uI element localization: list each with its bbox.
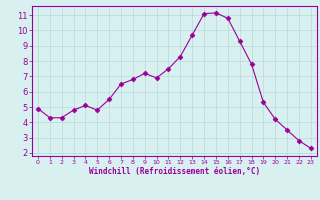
X-axis label: Windchill (Refroidissement éolien,°C): Windchill (Refroidissement éolien,°C) bbox=[89, 167, 260, 176]
